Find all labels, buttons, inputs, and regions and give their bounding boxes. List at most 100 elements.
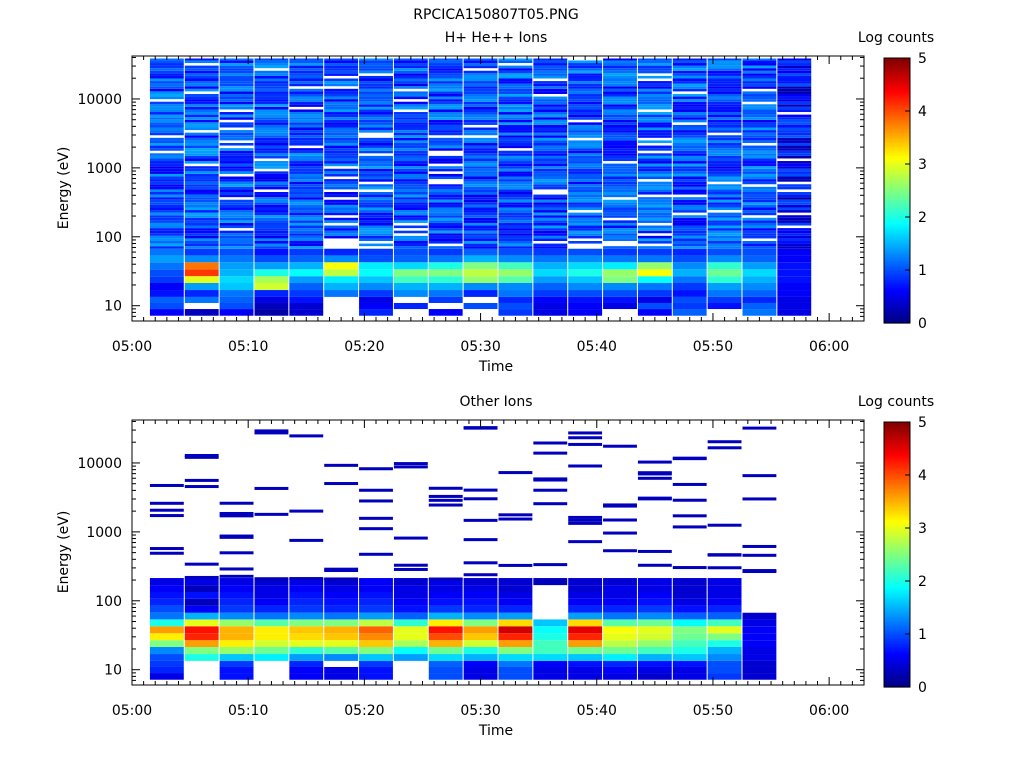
- heatmap-cell: [254, 148, 289, 151]
- heatmap-cell: [672, 78, 707, 82]
- heatmap-cell: [149, 155, 184, 159]
- heatmap-cell: [393, 212, 428, 216]
- heatmap-cell: [533, 441, 568, 445]
- heatmap-cell: [184, 605, 219, 613]
- heatmap-cell: [219, 150, 254, 154]
- heatmap-cell: [742, 191, 777, 195]
- heatmap-cell: [603, 591, 637, 599]
- colorbar-swatch: [884, 58, 910, 61]
- colorbar-swatch: [884, 283, 910, 287]
- colorbar-swatch: [884, 197, 910, 200]
- heatmap-cell: [637, 228, 672, 231]
- heatmap-cell: [777, 199, 812, 203]
- heatmap-cell: [254, 194, 289, 198]
- heatmap-cell: [289, 640, 324, 648]
- heatmap-cell: [533, 246, 568, 249]
- heatmap-cell: [707, 148, 742, 151]
- heatmap-cell: [359, 75, 393, 79]
- heatmap-cell: [219, 212, 254, 216]
- heatmap-cell: [254, 640, 289, 648]
- heatmap-cell: [428, 222, 463, 226]
- colorbar-swatch: [884, 552, 910, 556]
- heatmap-cell: [603, 660, 637, 667]
- heatmap-cell: [219, 246, 254, 249]
- heatmap-cell: [498, 184, 533, 187]
- heatmap-cell: [289, 124, 324, 128]
- heatmap-cell: [707, 269, 742, 277]
- heatmap-cell: [149, 153, 184, 156]
- heatmap-cell: [359, 186, 393, 190]
- heatmap-cell: [254, 197, 289, 200]
- heatmap-cell: [533, 122, 568, 125]
- heatmap-cell: [777, 148, 812, 151]
- heatmap-cell: [603, 207, 637, 211]
- heatmap-cell: [254, 106, 289, 110]
- heatmap-cell: [149, 142, 184, 146]
- heatmap-cell: [393, 78, 428, 82]
- heatmap-cell: [498, 101, 533, 105]
- heatmap-cell: [603, 173, 637, 177]
- heatmap-cell: [359, 302, 393, 310]
- heatmap-cell: [568, 222, 603, 226]
- heatmap-cell: [254, 212, 289, 216]
- heatmap-cell: [707, 243, 742, 247]
- heatmap-cell: [603, 640, 637, 648]
- colorbar-swatch: [884, 93, 910, 97]
- heatmap-cell: [463, 163, 498, 167]
- heatmap-cell: [428, 168, 463, 172]
- heatmap-cell: [149, 158, 184, 162]
- heatmap-cell: [672, 140, 707, 143]
- heatmap-cell: [777, 296, 812, 303]
- colorbar-swatch: [884, 91, 910, 94]
- colorbar-swatch: [884, 653, 910, 657]
- heatmap-cell: [149, 640, 184, 648]
- heatmap-cell: [637, 207, 672, 211]
- heatmap-cells: [149, 426, 777, 680]
- heatmap-cell: [184, 81, 219, 84]
- heatmap-cell: [742, 262, 777, 270]
- heatmap-cell: [324, 101, 359, 105]
- heatmap-cell: [393, 220, 428, 223]
- heatmap-cell: [707, 553, 742, 557]
- heatmap-cell: [777, 155, 812, 159]
- heatmap-cell: [428, 626, 463, 634]
- heatmap-cell: [742, 122, 777, 125]
- heatmap-cell: [254, 248, 289, 256]
- heatmap-cell: [393, 81, 428, 84]
- heatmap-cell: [359, 155, 393, 159]
- heatmap-cell: [219, 574, 254, 578]
- heatmap-cell: [742, 640, 777, 648]
- heatmap-cell: [149, 191, 184, 195]
- heatmap-cell: [428, 91, 463, 94]
- heatmap-cell: [393, 86, 428, 89]
- heatmap-cell: [568, 217, 603, 221]
- heatmap-cell: [324, 63, 359, 66]
- heatmap-cell: [289, 150, 324, 154]
- heatmap-cell: [324, 96, 359, 100]
- heatmap-cell: [498, 75, 533, 79]
- heatmap-cell: [184, 99, 219, 102]
- heatmap-cell: [707, 235, 742, 239]
- colorbar-swatch: [884, 60, 910, 64]
- heatmap-cell: [428, 578, 463, 586]
- heatmap-cell: [533, 68, 568, 71]
- heatmap-cell: [184, 135, 219, 138]
- heatmap-cell: [603, 238, 637, 242]
- heatmap-cell: [289, 591, 324, 599]
- heatmap-cell: [254, 302, 289, 310]
- heatmap-cell: [254, 145, 289, 149]
- heatmap-cell: [707, 93, 742, 97]
- colorbar-swatch: [884, 662, 910, 666]
- heatmap-cell: [219, 142, 254, 146]
- heatmap-cell: [707, 124, 742, 128]
- heatmap-cell: [219, 88, 254, 92]
- colorbar-swatch: [884, 287, 910, 291]
- heatmap-cell: [289, 238, 324, 242]
- heatmap-cell: [359, 114, 393, 118]
- heatmap-cell: [498, 60, 533, 64]
- heatmap-cell: [742, 217, 777, 221]
- heatmap-cell: [603, 220, 637, 223]
- heatmap-cell: [463, 70, 498, 74]
- heatmap-cell: [289, 269, 324, 277]
- heatmap-cell: [428, 238, 463, 242]
